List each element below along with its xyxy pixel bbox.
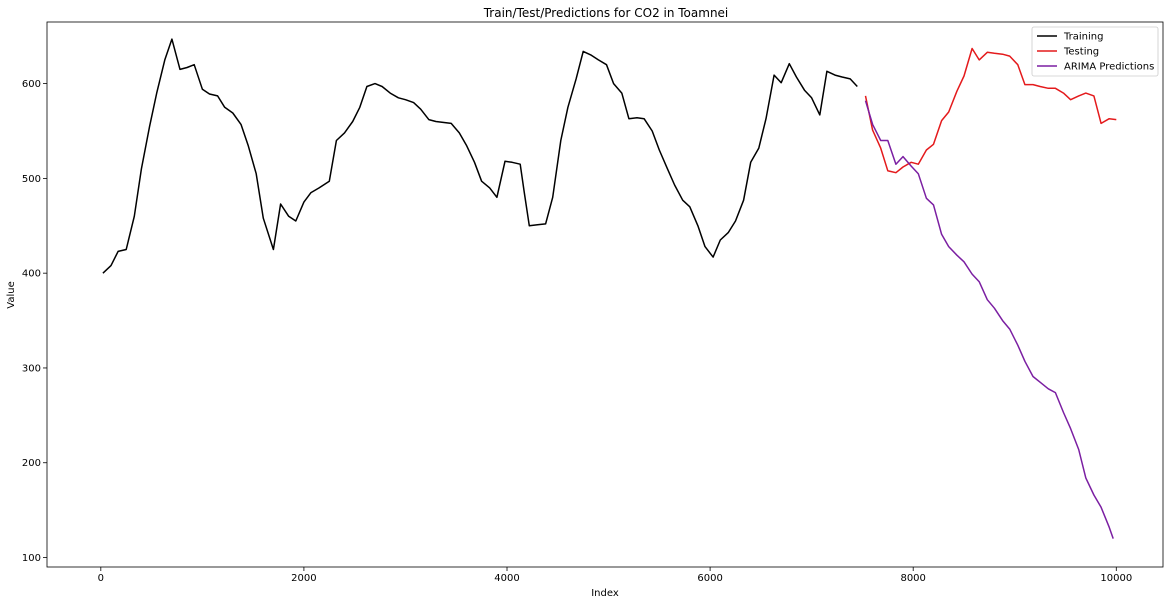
y-tick-label: 500 (22, 174, 41, 185)
y-tick-label: 200 (22, 458, 41, 469)
x-tick-label: 8000 (900, 573, 925, 584)
legend: Training Testing ARIMA Predictions (1031, 26, 1159, 77)
axes-layer: 0 2000 4000 6000 8000 10000 100 200 300 400 500 600 (22, 79, 1132, 584)
series-layer (102, 38, 1117, 539)
x-tick-label: 6000 (697, 573, 722, 584)
y-axis-label: Value (6, 281, 17, 308)
x-tick-label: 4000 (494, 573, 519, 584)
y-tick-label: 600 (22, 79, 41, 90)
series-line-arima-predictions (864, 100, 1114, 539)
plot-frame (46, 21, 1164, 568)
y-tick-label: 400 (22, 269, 41, 280)
legend-label-arima-predictions: ARIMA Predictions (1064, 62, 1154, 73)
legend-label-training: Training (1063, 32, 1103, 43)
x-tick-label: 0 (98, 573, 104, 584)
y-tick-label: 100 (22, 553, 41, 564)
x-tick-label: 10000 (1100, 573, 1132, 584)
x-tick-label: 2000 (291, 573, 316, 584)
x-axis-label: Index (591, 588, 619, 599)
chart-title: Train/Test/Predictions for CO2 in Toamne… (483, 6, 729, 20)
legend-label-testing: Testing (1063, 47, 1099, 58)
y-tick-label: 300 (22, 363, 41, 374)
series-line-training (102, 38, 858, 274)
series-line-testing (864, 47, 1117, 174)
legend-box (1031, 26, 1159, 77)
